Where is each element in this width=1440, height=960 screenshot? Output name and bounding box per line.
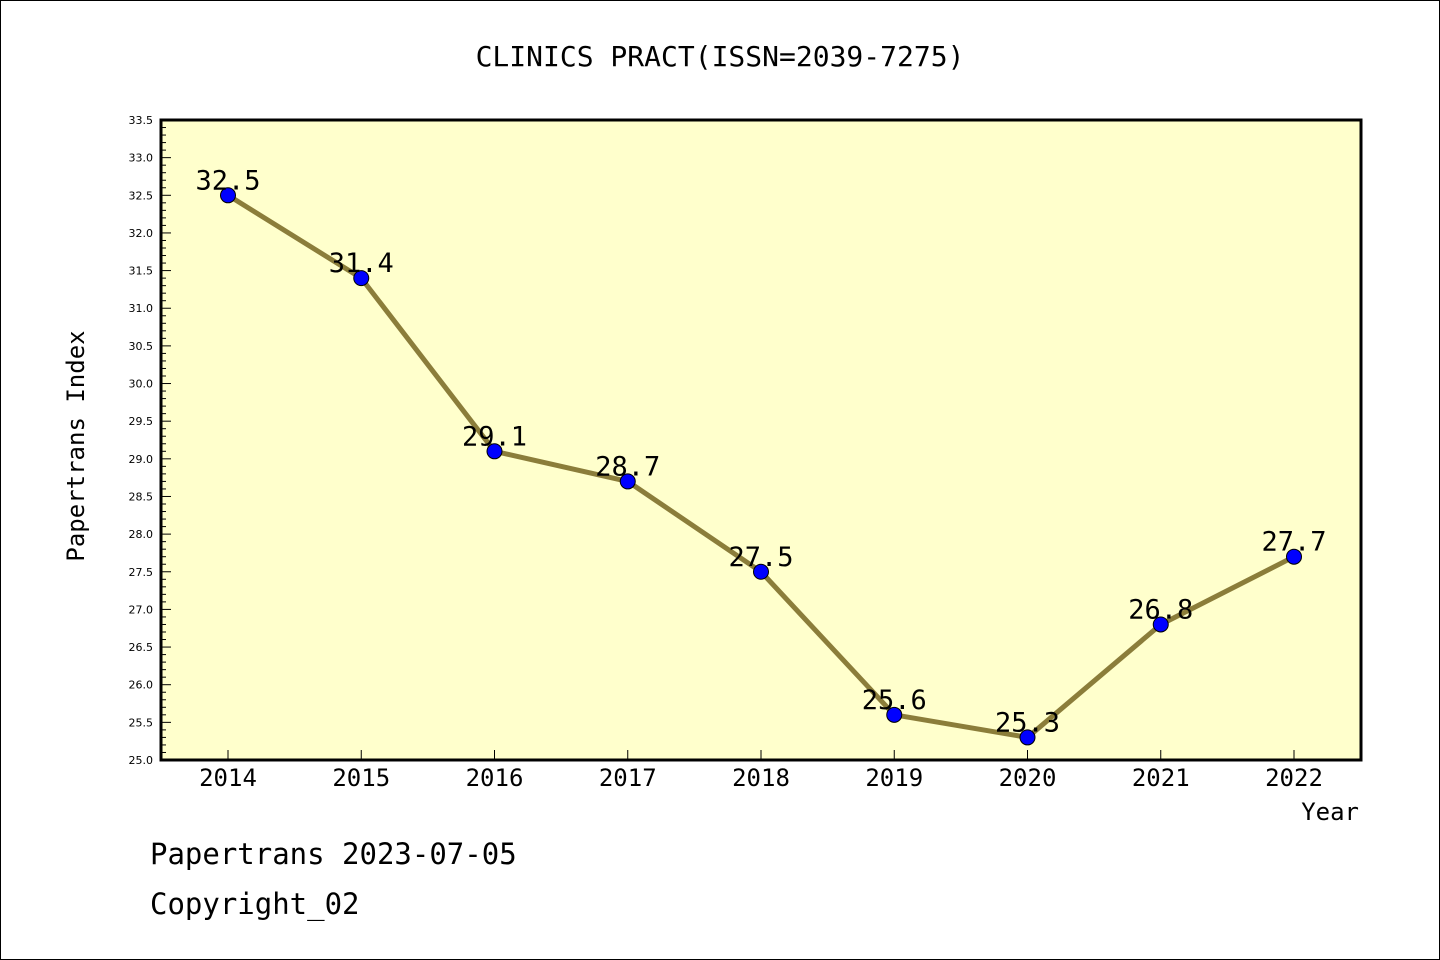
data-point [886,706,903,723]
y-tick-label: 33.0 [129,152,154,165]
x-tick-label: 2017 [599,764,657,792]
y-axis-tick-labels: 25.0 25.5 26.0 26.5 27.0 27.5 28.0 28.5 29.0 29.5… [129,114,154,767]
x-tick-label: 2020 [999,764,1057,792]
data-point [486,443,503,460]
x-tick-label: 2014 [199,764,257,792]
footer-date: Papertrans 2023-07-05 [150,837,517,871]
data-label: 27.7 [1261,527,1326,558]
data-label: 25.3 [995,707,1060,738]
y-tick-label: 29.5 [129,415,154,428]
footer-copyright: Copyright_02 [150,887,360,922]
x-axis-label: Year [1301,798,1359,826]
plot-area [161,120,1361,760]
data-label: 28.7 [595,451,660,482]
data-point [1286,548,1302,565]
y-tick-label: 28.0 [129,528,154,541]
data-point [220,187,236,204]
data-label: 25.6 [862,685,927,716]
data-point [619,473,636,490]
y-tick-label: 31.0 [129,302,154,315]
y-tick-label: 25.5 [129,716,154,729]
plot-border [159,118,1363,762]
data-point [1152,616,1169,633]
y-tick-label: 31.5 [129,265,154,278]
x-tick-label: 2021 [1132,764,1190,792]
x-tick-label: 2022 [1265,764,1323,792]
data-label: 29.1 [462,421,527,452]
data-labels: 32.5 31.4 29.1 28.7 27.5 25.6 25.3 26.8 27.7 [195,165,1326,738]
y-tick-label: 27.5 [129,566,154,579]
chart-title: CLINICS PRACT(ISSN=2039-7275) [476,40,965,73]
data-label: 32.5 [195,165,260,196]
y-tick-label: 29.0 [129,453,154,466]
y-tick-label: 27.0 [129,603,154,616]
x-tick-label: 2015 [332,764,390,792]
x-tick-label: 2019 [865,764,923,792]
data-label: 31.4 [329,248,394,279]
data-markers [220,187,1302,746]
y-tick-label: 32.5 [129,189,154,202]
data-point [753,563,769,580]
data-label: 27.5 [728,542,793,573]
y-tick-label: 33.5 [129,114,154,127]
x-tick-label: 2018 [732,764,790,792]
x-axis-tick-labels: 2014 2015 2016 2017 2018 2019 2020 2021 2022 [199,764,1323,792]
y-axis-label: Papertrans Index [62,330,90,561]
y-tick-label: 28.5 [129,490,154,503]
data-point [1019,729,1036,746]
y-tick-label: 30.0 [129,378,154,391]
y-tick-label: 30.5 [129,340,154,353]
y-tick-label: 25.0 [129,754,154,767]
y-tick-label: 26.0 [129,679,154,692]
x-axis-ticks [227,750,1295,760]
y-tick-label: 26.5 [129,641,154,654]
data-label: 26.8 [1128,594,1193,625]
x-tick-label: 2016 [466,764,524,792]
y-tick-label: 32.0 [129,227,154,240]
data-point [353,270,370,287]
